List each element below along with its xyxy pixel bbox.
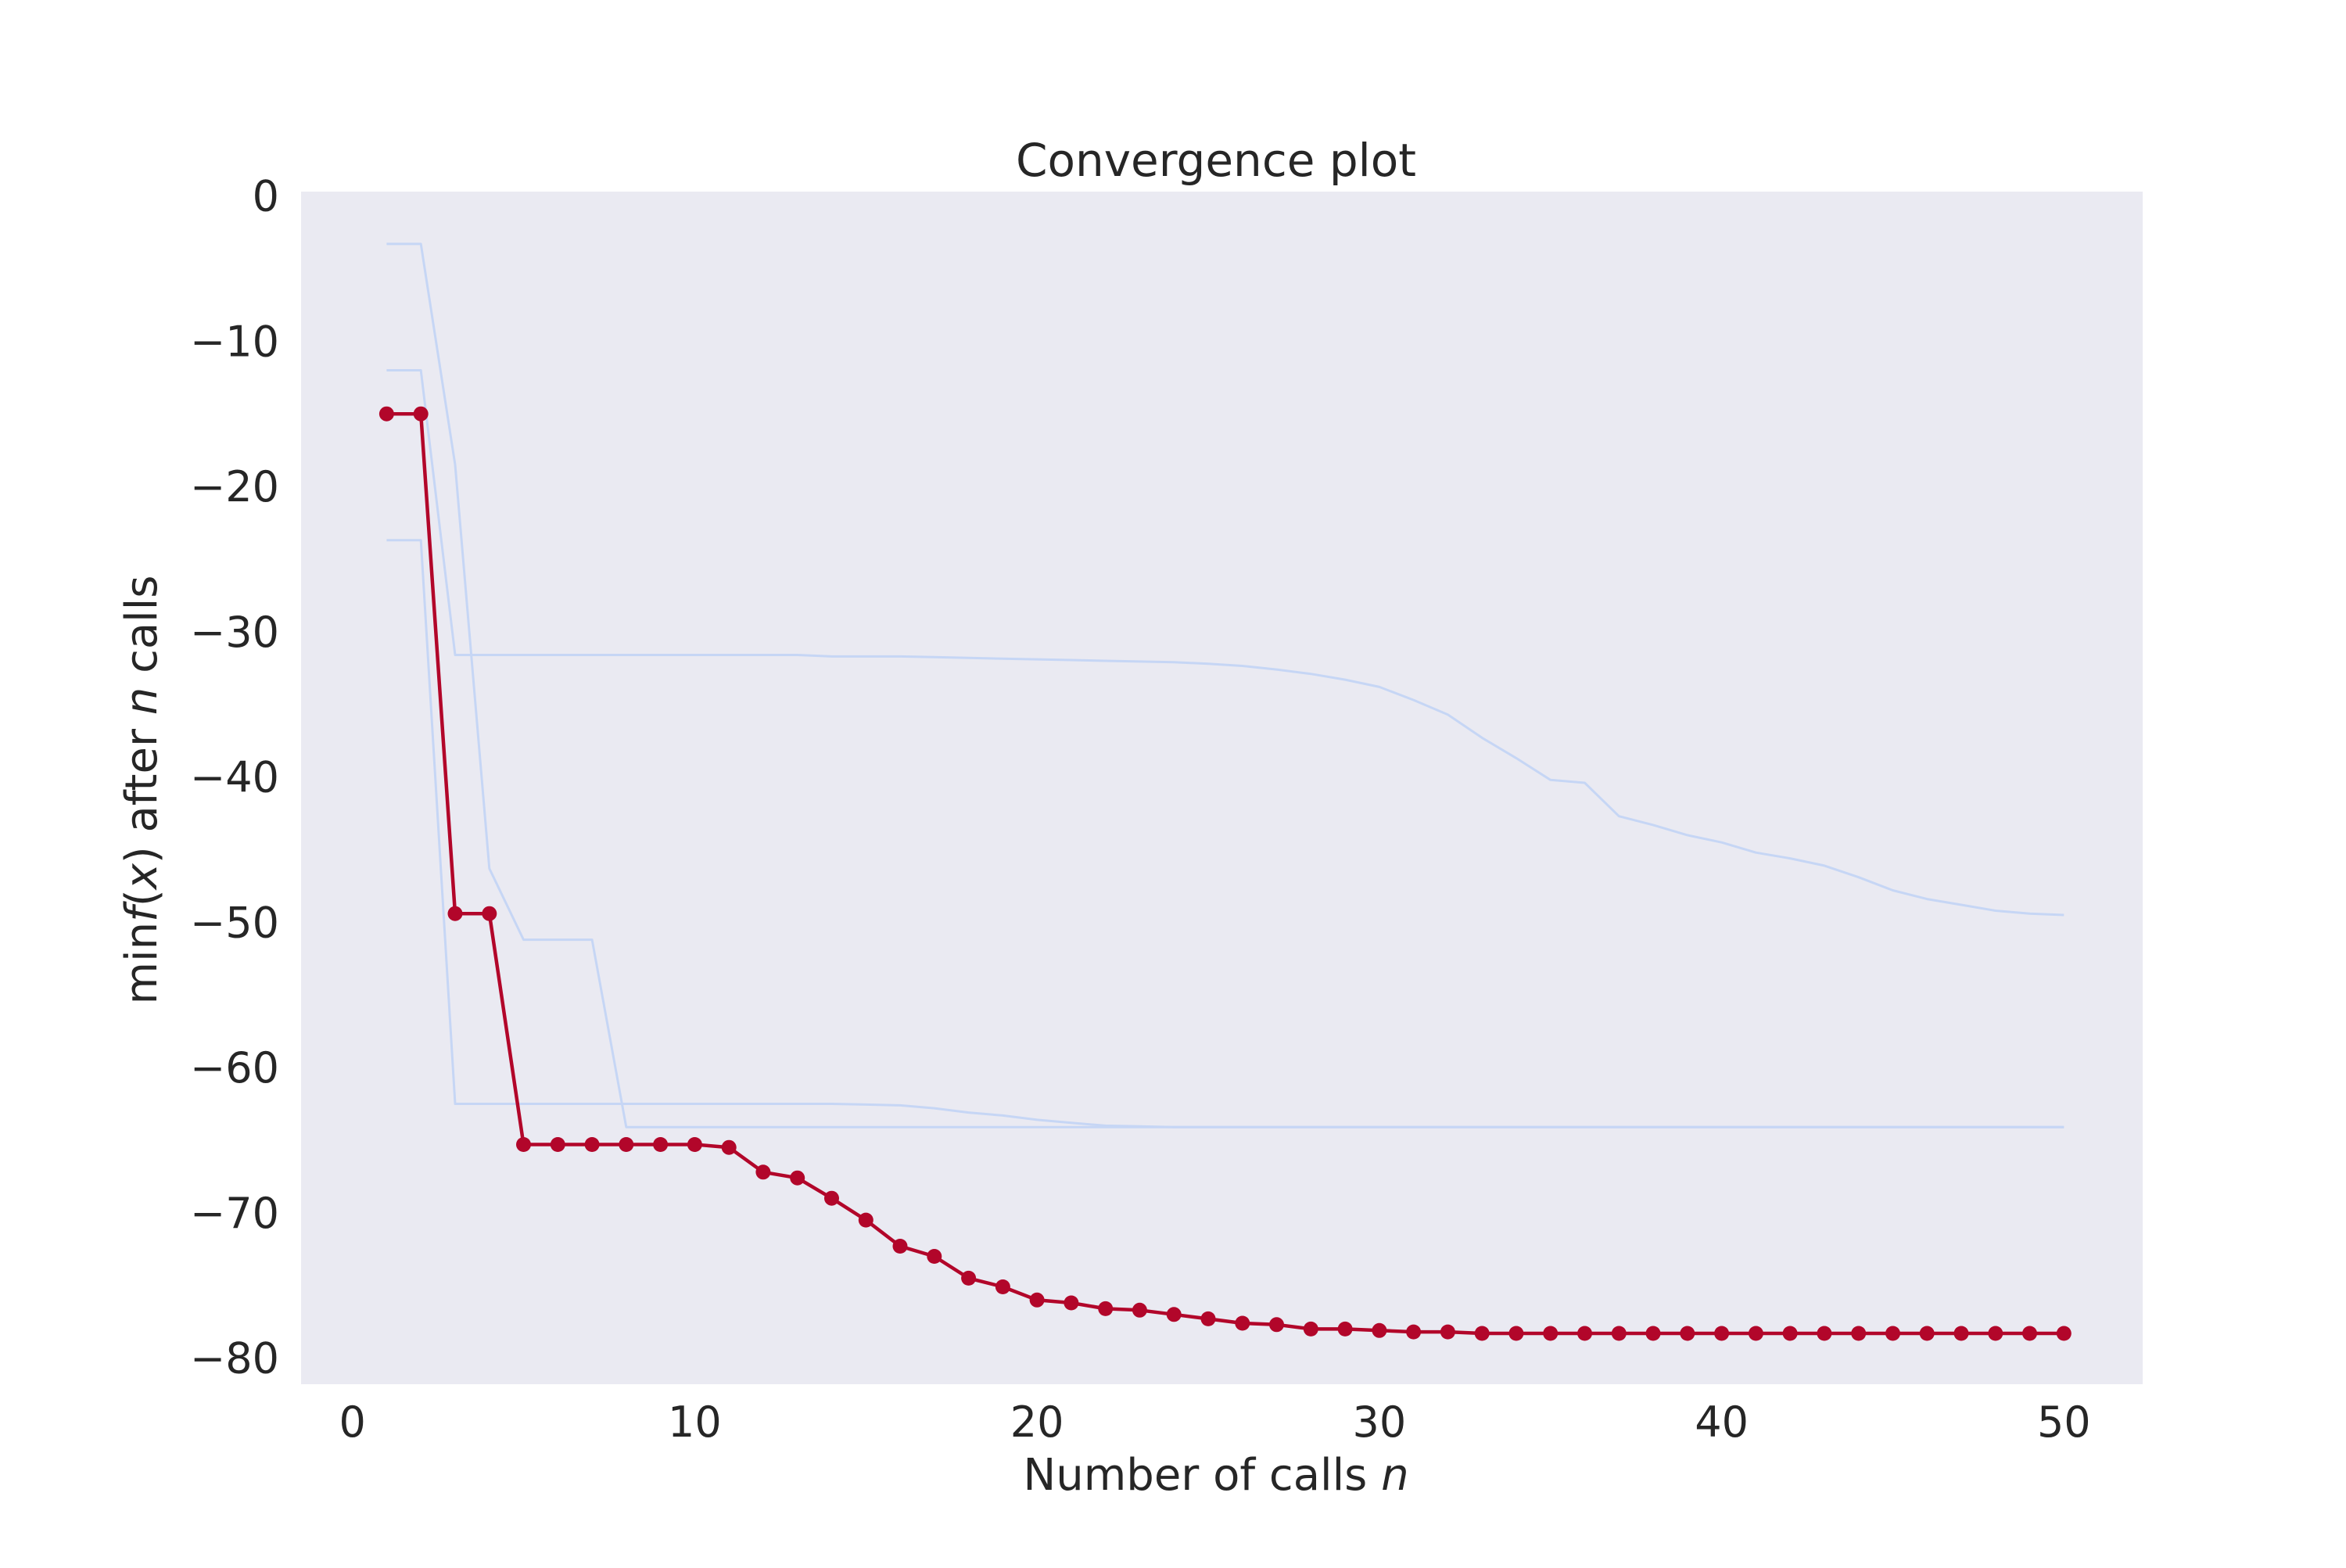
main-series-point: [790, 1170, 805, 1186]
main-series-point: [1577, 1326, 1592, 1341]
x-tick-labels: 0 10 20 30 40 50: [339, 1398, 2091, 1447]
main-series-point: [2022, 1326, 2037, 1341]
main-series-point: [1680, 1326, 1695, 1341]
y-tick-label: −70: [190, 1189, 279, 1238]
main-series-point: [619, 1137, 634, 1152]
y-tick-label: 0: [253, 172, 279, 221]
main-series-point: [1029, 1292, 1045, 1308]
x-tick-label: 20: [1010, 1398, 1064, 1447]
main-series-point: [1474, 1326, 1490, 1341]
main-series-point: [1645, 1326, 1661, 1341]
x-tick-label: 30: [1353, 1398, 1407, 1447]
x-axis-label: Number of calls n: [1023, 1450, 1408, 1501]
y-tick-label: −80: [190, 1334, 279, 1383]
x-tick-label: 10: [668, 1398, 722, 1447]
x-tick-label: 50: [2037, 1398, 2091, 1447]
main-series-point: [1337, 1321, 1353, 1337]
y-axis-label-open: (: [117, 889, 167, 906]
main-series: [378, 406, 2072, 1341]
main-series-point: [1200, 1311, 1216, 1326]
main-series-point: [378, 406, 394, 422]
main-series-point: [2056, 1326, 2072, 1341]
background-runs: [386, 242, 2064, 1128]
main-series-point: [1166, 1307, 1182, 1322]
y-tick-label: −60: [190, 1043, 279, 1093]
x-axis-label-n: n: [1381, 1450, 1409, 1501]
x-tick-label: 0: [339, 1398, 366, 1447]
y-tick-label: −40: [190, 753, 279, 802]
main-series-point: [1885, 1326, 1900, 1341]
y-axis-label-n: n: [117, 687, 167, 716]
main-series-point: [892, 1239, 908, 1254]
main-series-point: [1064, 1295, 1079, 1311]
main-series-point: [721, 1139, 737, 1155]
chart-title: Convergence plot: [1016, 134, 1416, 187]
main-series-point: [584, 1137, 600, 1152]
main-series-point: [413, 406, 429, 422]
main-series-point: [1953, 1326, 1969, 1341]
main-series-point: [516, 1137, 531, 1152]
main-series-point: [1440, 1324, 1455, 1340]
background-run-line-2: [386, 369, 2064, 917]
main-series-point: [824, 1190, 839, 1206]
main-series-point: [1406, 1324, 1422, 1340]
y-tick-label: −30: [190, 608, 279, 657]
y-axis-label: minf(x) after n calls: [117, 576, 167, 1005]
main-series-point: [1235, 1315, 1250, 1331]
main-series-point: [1132, 1302, 1147, 1318]
main-series-point: [1714, 1326, 1730, 1341]
plot-area-background: [301, 192, 2143, 1384]
main-series-point: [687, 1137, 702, 1152]
main-series-point: [927, 1249, 942, 1264]
main-series-point: [1748, 1326, 1763, 1341]
main-series-point: [482, 906, 497, 921]
main-series-point: [653, 1137, 669, 1152]
main-series-point: [755, 1164, 771, 1180]
main-series-point: [1851, 1326, 1867, 1341]
y-tick-labels: 0 −10 −20 −30 −40 −50 −60 −70 −80: [190, 172, 279, 1383]
main-series-point: [1817, 1326, 1832, 1341]
main-series-point: [1508, 1326, 1524, 1341]
y-axis-label-min: min: [117, 922, 167, 1005]
x-tick-label: 40: [1695, 1398, 1749, 1447]
main-series-point: [858, 1212, 873, 1228]
main-series-point: [1098, 1301, 1114, 1316]
main-series-point: [1919, 1326, 1935, 1341]
main-series-point: [1611, 1326, 1627, 1341]
main-series-point: [1372, 1322, 1387, 1338]
y-axis-label-x: x: [117, 863, 167, 891]
main-series-point: [447, 906, 463, 921]
main-series-point: [1303, 1321, 1318, 1337]
main-series-point: [1782, 1326, 1798, 1341]
main-series-point: [1269, 1317, 1284, 1333]
x-axis-label-text: Number of calls: [1023, 1450, 1381, 1501]
main-series-point: [995, 1279, 1010, 1294]
y-tick-label: −50: [190, 898, 279, 947]
main-series-point: [550, 1137, 565, 1152]
y-axis-label-calls: calls: [117, 576, 167, 687]
main-series-point: [1988, 1326, 2003, 1341]
y-tick-label: −20: [190, 462, 279, 511]
y-tick-label: −10: [190, 317, 279, 366]
background-run-line-3: [386, 539, 2064, 1128]
main-series-point: [1543, 1326, 1559, 1341]
main-series-point: [961, 1270, 977, 1286]
y-axis-label-after: ) after: [117, 715, 167, 863]
